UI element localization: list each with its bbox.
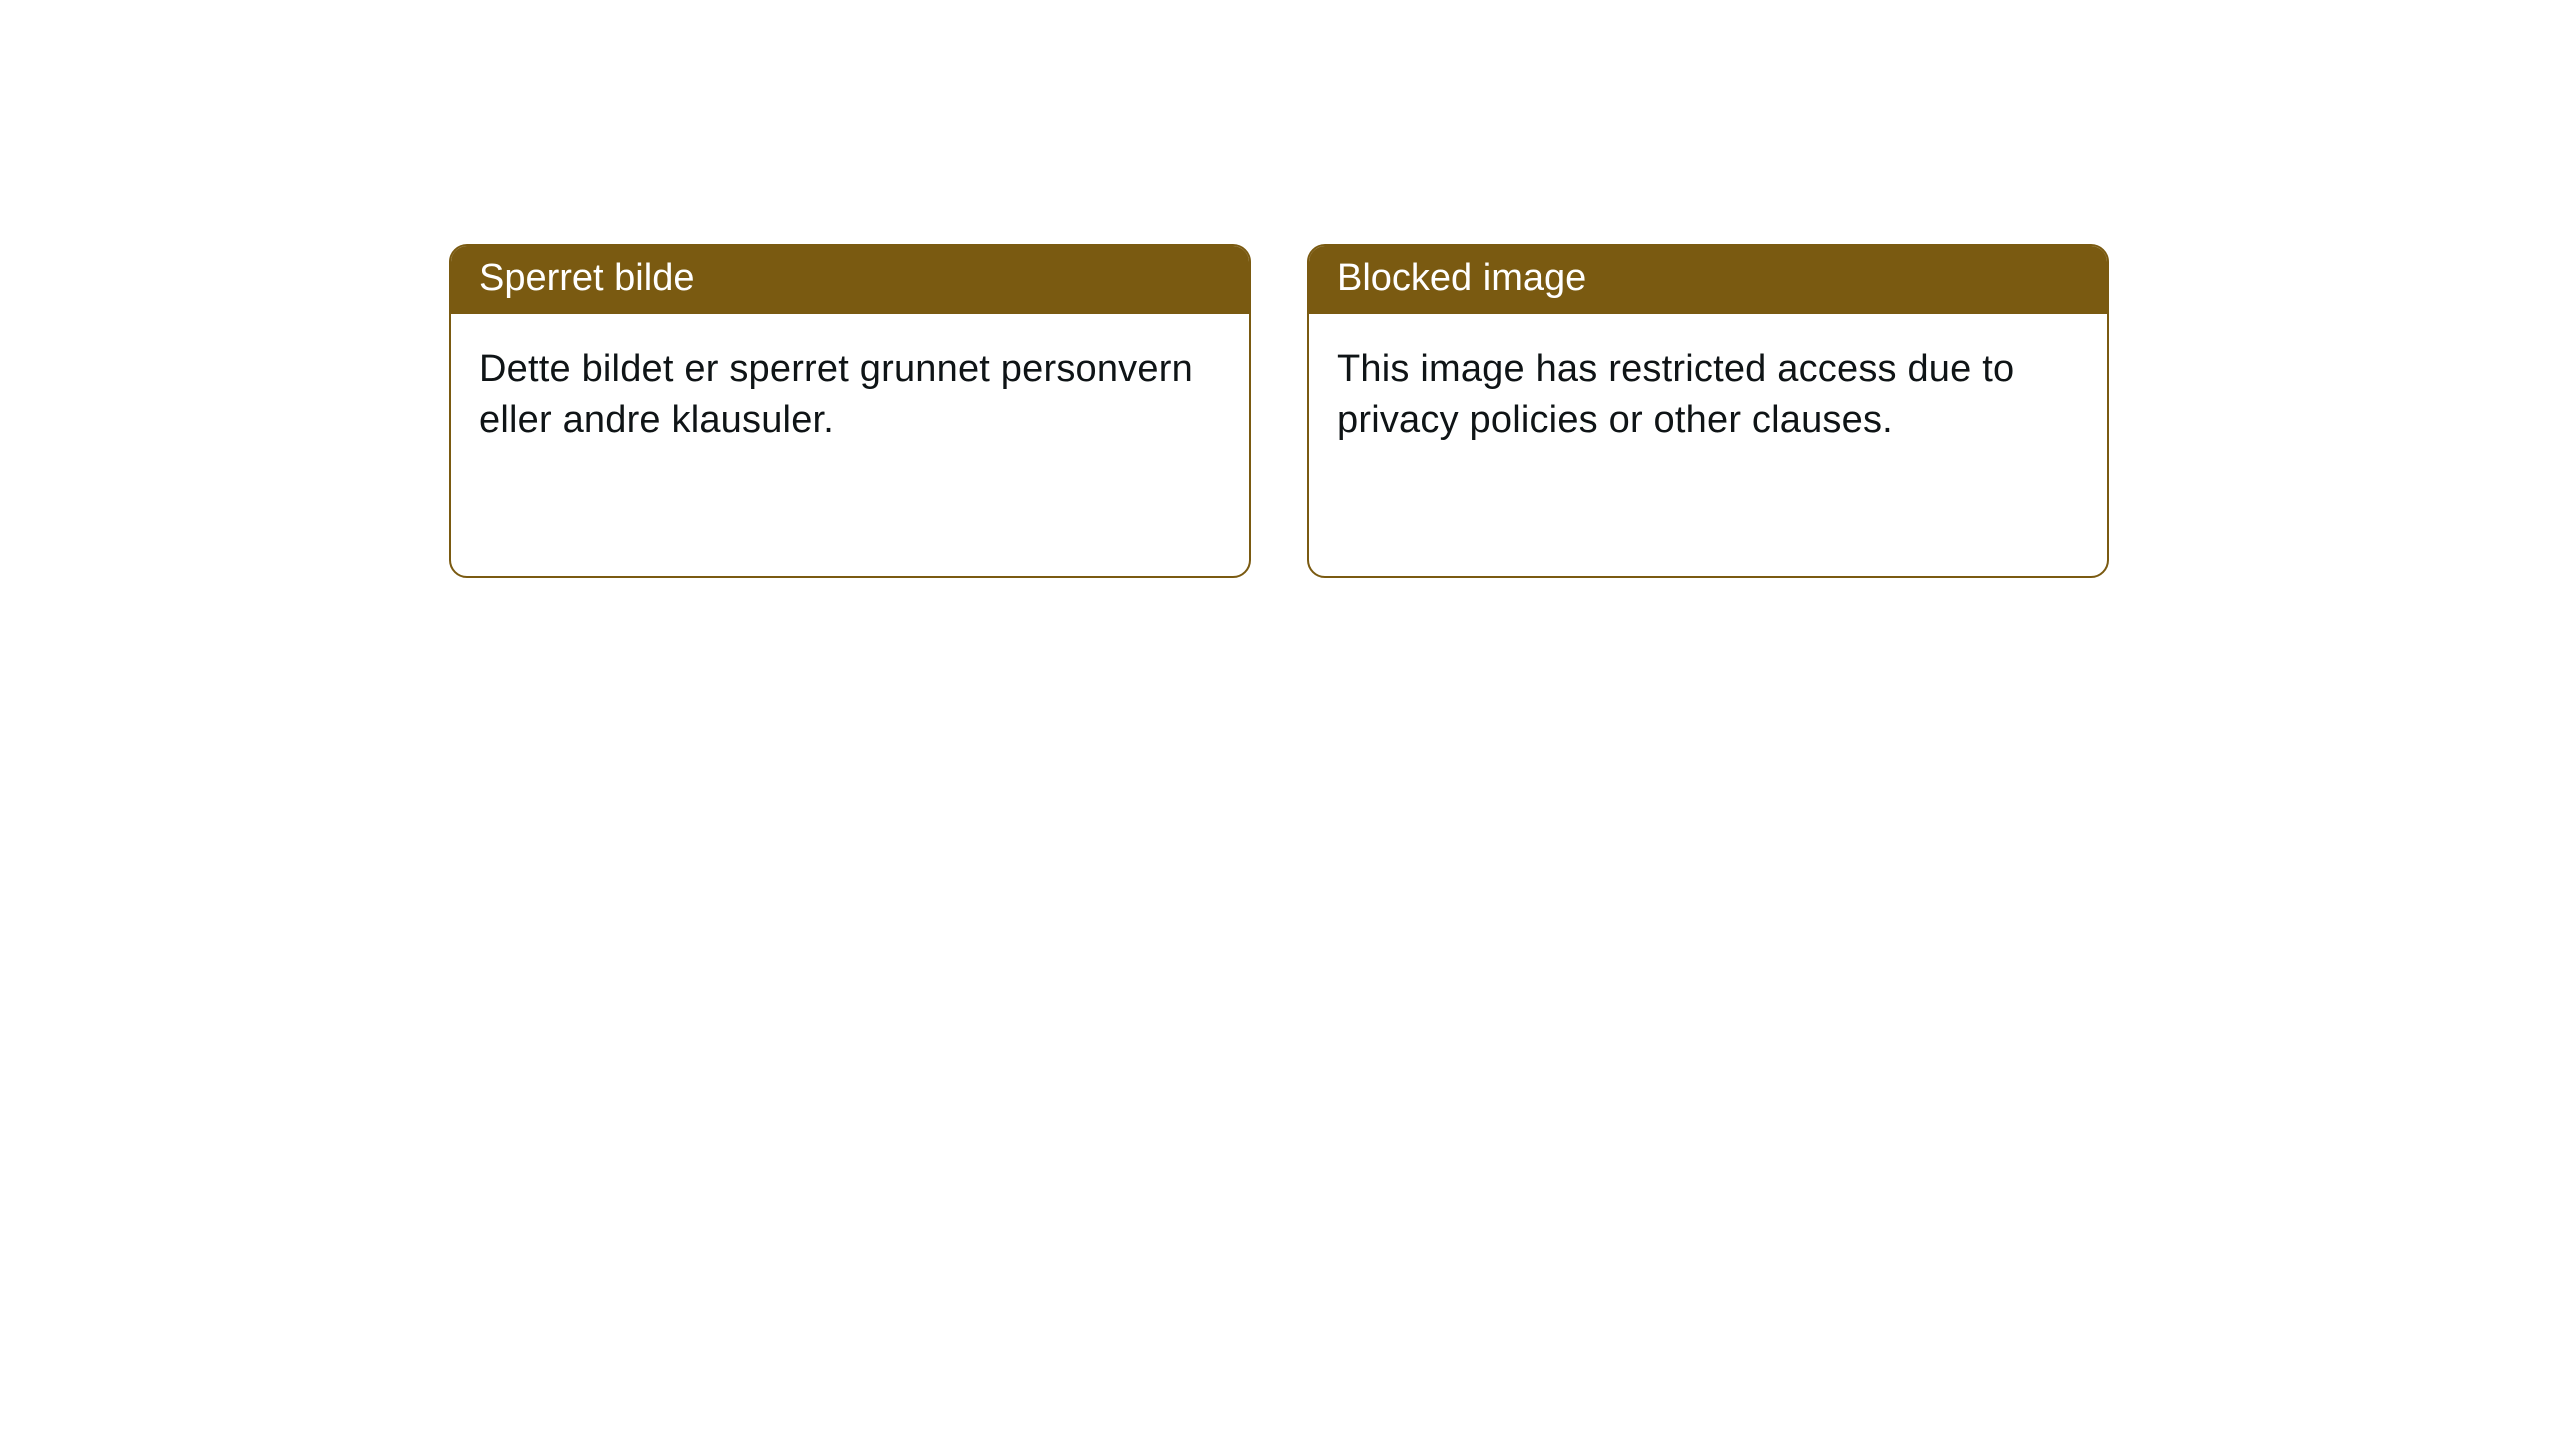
notice-cards-container: Sperret bilde Dette bildet er sperret gr…	[449, 244, 2109, 578]
notice-card-en: Blocked image This image has restricted …	[1307, 244, 2109, 578]
notice-card-title-no: Sperret bilde	[451, 246, 1249, 314]
notice-card-title-en: Blocked image	[1309, 246, 2107, 314]
notice-card-body-no: Dette bildet er sperret grunnet personve…	[451, 314, 1249, 477]
notice-card-no: Sperret bilde Dette bildet er sperret gr…	[449, 244, 1251, 578]
notice-card-body-en: This image has restricted access due to …	[1309, 314, 2107, 477]
